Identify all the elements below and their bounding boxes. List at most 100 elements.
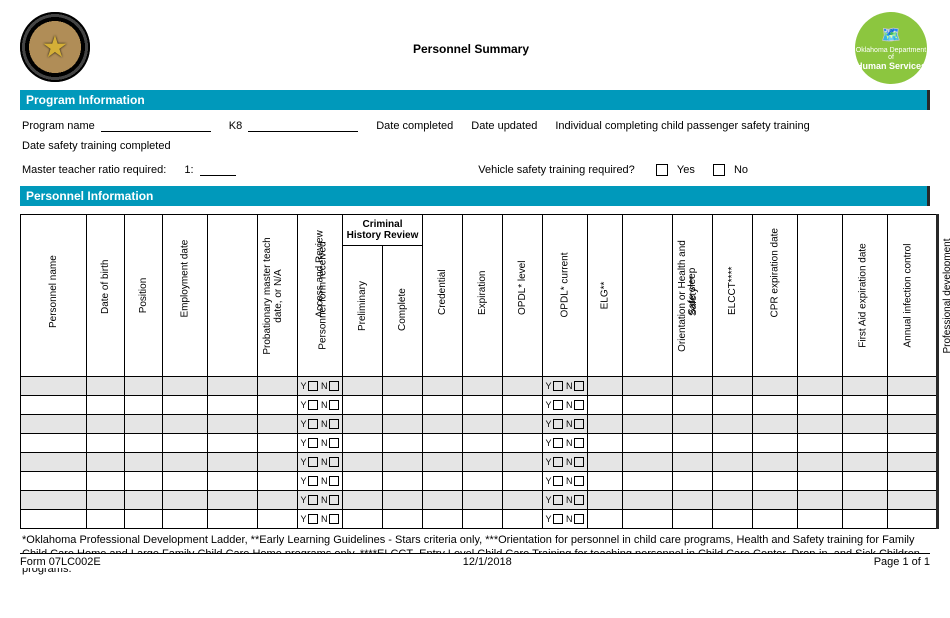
table-cell[interactable] (713, 453, 753, 472)
table-cell[interactable] (383, 491, 423, 510)
table-cell[interactable] (343, 472, 383, 491)
table-cell[interactable] (753, 472, 798, 491)
table-cell[interactable] (753, 415, 798, 434)
table-cell[interactable] (343, 396, 383, 415)
yn-cell[interactable]: Y N (543, 415, 588, 434)
table-cell[interactable] (713, 396, 753, 415)
table-cell[interactable] (87, 377, 125, 396)
table-cell[interactable] (343, 491, 383, 510)
table-cell[interactable] (343, 453, 383, 472)
yn-cell[interactable]: Y N (298, 396, 343, 415)
table-cell[interactable] (208, 415, 258, 434)
table-cell[interactable] (753, 377, 798, 396)
k8-input[interactable] (248, 118, 358, 132)
vehicle-yes-checkbox[interactable] (656, 164, 668, 176)
table-cell[interactable] (623, 396, 673, 415)
table-cell[interactable] (125, 491, 163, 510)
table-cell[interactable] (798, 453, 843, 472)
table-cell[interactable] (588, 396, 623, 415)
table-cell[interactable] (673, 510, 713, 529)
table-cell[interactable] (673, 415, 713, 434)
table-cell[interactable] (87, 396, 125, 415)
table-cell[interactable] (588, 377, 623, 396)
table-cell[interactable] (888, 491, 938, 510)
table-cell[interactable] (383, 415, 423, 434)
table-cell[interactable] (208, 377, 258, 396)
table-cell[interactable] (503, 510, 543, 529)
table-cell[interactable] (623, 377, 673, 396)
yn-cell[interactable]: Y N (298, 377, 343, 396)
table-cell[interactable] (673, 453, 713, 472)
table-cell[interactable] (753, 434, 798, 453)
yn-cell[interactable]: Y N (543, 377, 588, 396)
table-cell[interactable] (623, 434, 673, 453)
table-cell[interactable] (343, 377, 383, 396)
table-cell[interactable] (208, 396, 258, 415)
table-cell[interactable] (87, 510, 125, 529)
table-cell[interactable] (208, 434, 258, 453)
table-cell[interactable] (125, 472, 163, 491)
table-cell[interactable] (623, 510, 673, 529)
table-cell[interactable] (258, 434, 298, 453)
yn-cell[interactable]: Y N (543, 472, 588, 491)
table-cell[interactable] (163, 510, 208, 529)
table-cell[interactable] (163, 434, 208, 453)
table-cell[interactable] (843, 415, 888, 434)
table-cell[interactable] (21, 415, 87, 434)
table-cell[interactable] (503, 415, 543, 434)
yn-cell[interactable]: Y N (298, 434, 343, 453)
table-cell[interactable] (163, 415, 208, 434)
table-cell[interactable] (87, 453, 125, 472)
table-cell[interactable] (258, 396, 298, 415)
table-cell[interactable] (208, 453, 258, 472)
table-cell[interactable] (163, 491, 208, 510)
table-cell[interactable] (87, 472, 125, 491)
table-cell[interactable] (125, 377, 163, 396)
table-cell[interactable] (798, 377, 843, 396)
table-cell[interactable] (463, 510, 503, 529)
table-cell[interactable] (423, 510, 463, 529)
table-cell[interactable] (21, 434, 87, 453)
table-cell[interactable] (463, 453, 503, 472)
table-cell[interactable] (463, 377, 503, 396)
table-cell[interactable] (423, 491, 463, 510)
table-cell[interactable] (383, 434, 423, 453)
vehicle-no-checkbox[interactable] (713, 164, 725, 176)
table-cell[interactable] (463, 396, 503, 415)
yn-cell[interactable]: Y N (543, 491, 588, 510)
table-cell[interactable] (713, 491, 753, 510)
table-cell[interactable] (258, 415, 298, 434)
table-cell[interactable] (588, 491, 623, 510)
table-cell[interactable] (21, 453, 87, 472)
table-cell[interactable] (125, 396, 163, 415)
table-cell[interactable] (163, 453, 208, 472)
table-cell[interactable] (87, 491, 125, 510)
master-ratio-input[interactable] (200, 162, 236, 176)
table-cell[interactable] (258, 472, 298, 491)
yn-cell[interactable]: Y N (298, 472, 343, 491)
table-cell[interactable] (503, 377, 543, 396)
table-cell[interactable] (713, 472, 753, 491)
table-cell[interactable] (753, 453, 798, 472)
yn-cell[interactable]: Y N (543, 396, 588, 415)
table-cell[interactable] (843, 453, 888, 472)
table-cell[interactable] (208, 472, 258, 491)
table-cell[interactable] (843, 396, 888, 415)
yn-cell[interactable]: Y N (298, 491, 343, 510)
table-cell[interactable] (423, 415, 463, 434)
table-cell[interactable] (423, 434, 463, 453)
table-cell[interactable] (423, 377, 463, 396)
table-cell[interactable] (588, 510, 623, 529)
table-cell[interactable] (258, 377, 298, 396)
table-cell[interactable] (623, 491, 673, 510)
table-cell[interactable] (258, 453, 298, 472)
table-cell[interactable] (843, 491, 888, 510)
yn-cell[interactable]: Y N (543, 510, 588, 529)
table-cell[interactable] (753, 510, 798, 529)
table-cell[interactable] (87, 434, 125, 453)
table-cell[interactable] (463, 434, 503, 453)
table-cell[interactable] (843, 472, 888, 491)
table-cell[interactable] (588, 415, 623, 434)
program-name-input[interactable] (101, 118, 211, 132)
table-cell[interactable] (503, 453, 543, 472)
